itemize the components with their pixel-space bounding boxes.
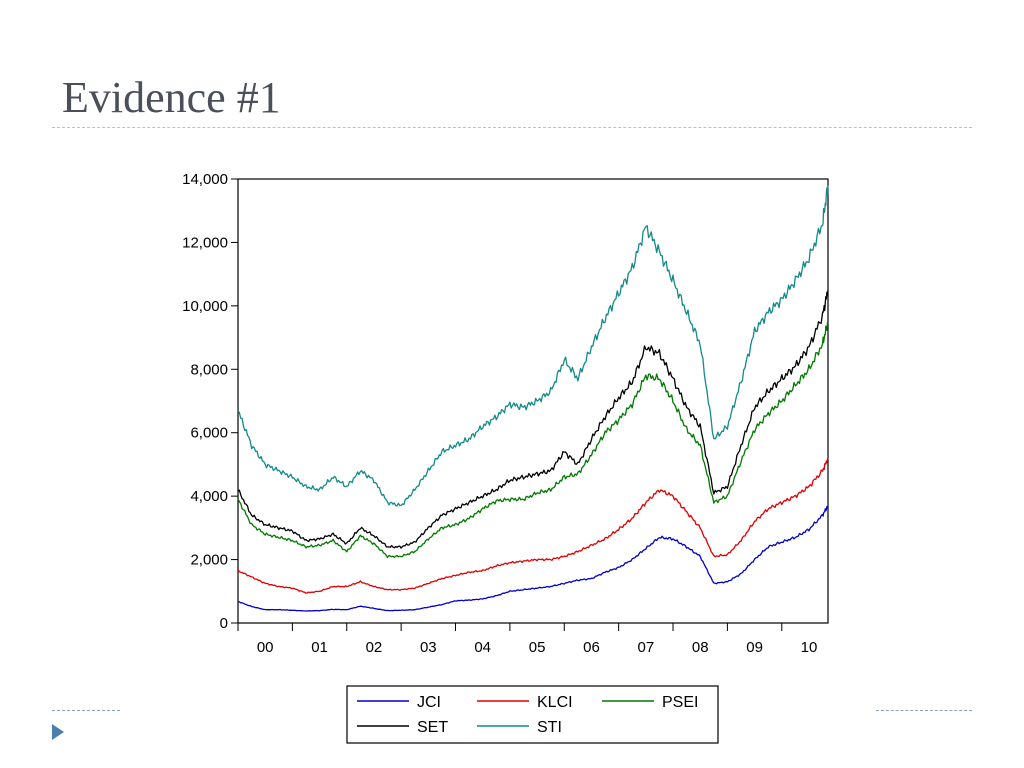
y-tick-label: 8,000 xyxy=(190,361,228,378)
y-tick-label: 12,000 xyxy=(182,234,228,251)
legend-label-jci: JCI xyxy=(417,694,441,711)
y-tick-label: 0 xyxy=(220,615,228,632)
y-tick-label: 6,000 xyxy=(190,425,228,442)
y-tick-label: 2,000 xyxy=(190,552,228,569)
plot-frame xyxy=(237,178,829,624)
series-line-sti xyxy=(237,185,829,507)
legend-label-sti: STI xyxy=(537,719,562,736)
footer-divider-left xyxy=(52,710,120,711)
bullet-arrow-icon xyxy=(52,724,64,740)
x-tick-label: 07 xyxy=(637,639,654,656)
y-tick-label: 10,000 xyxy=(182,298,228,315)
y-tick-label: 14,000 xyxy=(182,171,228,188)
slide-title: Evidence #1 xyxy=(62,73,281,122)
x-tick-label: 06 xyxy=(583,639,600,656)
x-tick-label: 02 xyxy=(366,639,383,656)
y-tick-label: 4,000 xyxy=(190,488,228,505)
legend-label-psei: PSEI xyxy=(662,694,698,711)
series-line-jci xyxy=(237,505,829,612)
x-tick-label: 08 xyxy=(692,639,709,656)
x-tick-label: 05 xyxy=(529,639,546,656)
series-line-set xyxy=(237,289,829,549)
legend-label-set: SET xyxy=(417,719,448,736)
y-axis: 0 2,000 4,000 6,000 8,000 10,000 12,000 14,000 xyxy=(182,171,238,632)
x-tick-label: 03 xyxy=(420,639,437,656)
series-line-klci xyxy=(237,457,829,594)
x-tick-label: 00 xyxy=(257,639,274,656)
legend-box xyxy=(346,685,719,744)
x-tick-label: 09 xyxy=(746,639,763,656)
x-tick-label: 10 xyxy=(801,639,818,656)
series-lines xyxy=(237,185,829,612)
x-tick-label: 04 xyxy=(474,639,491,656)
series-line-psei xyxy=(237,321,829,559)
x-tick-label: 01 xyxy=(311,639,328,656)
x-axis: 00 01 02 03 04 05 06 07 08 09 10 xyxy=(237,623,818,656)
legend-label-klci: KLCI xyxy=(537,694,573,711)
legend: JCI KLCI PSEI SET STI xyxy=(346,685,719,744)
footer-divider-right xyxy=(876,710,972,711)
title-divider xyxy=(52,127,972,128)
